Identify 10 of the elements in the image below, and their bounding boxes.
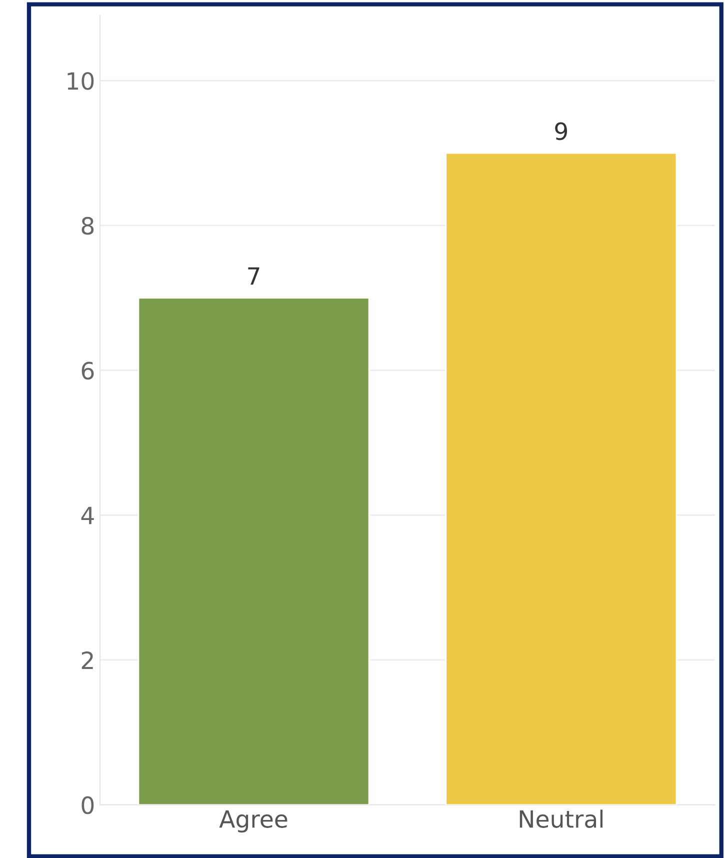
data-label: 9 [555, 122, 567, 140]
y-tick-label: 10 [68, 72, 94, 90]
y-tick-label: 8 [82, 216, 94, 235]
x-tick-label: Agree [219, 810, 288, 833]
x-tick-label: Neutral [520, 810, 603, 828]
y-tick-label: 0 [82, 796, 94, 814]
y-tick-label: 4 [81, 506, 94, 524]
data-label: 7 [248, 267, 260, 285]
y-tick-label: 2 [82, 651, 93, 669]
y-tick-label: 6 [82, 362, 94, 380]
